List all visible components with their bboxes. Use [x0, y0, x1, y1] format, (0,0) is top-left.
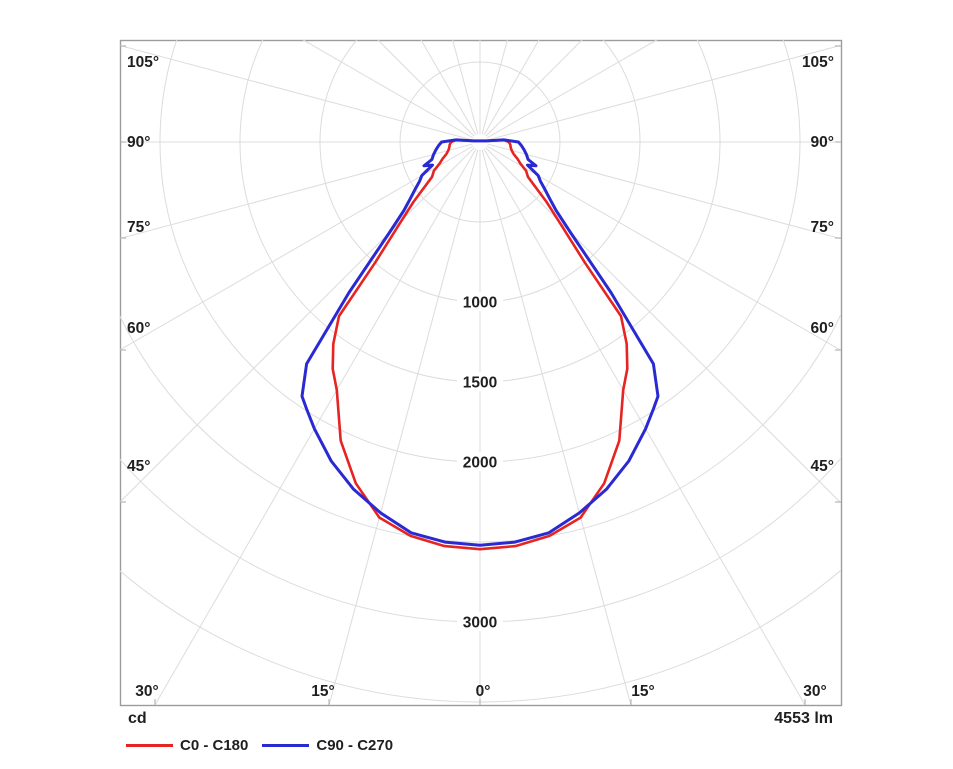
legend-label-c90-c270: C90 - C270	[316, 737, 394, 754]
legend-swatch-c90-c270	[262, 744, 310, 747]
svg-text:1500: 1500	[463, 375, 497, 392]
legend-swatch-c0-c180	[126, 744, 173, 747]
svg-text:0°: 0°	[476, 683, 491, 700]
legend-item-c90-c270: C90 - C270	[262, 737, 393, 754]
unit-label: cd	[128, 710, 147, 727]
svg-text:45°: 45°	[811, 458, 834, 475]
svg-text:60°: 60°	[127, 320, 150, 337]
svg-text:15°: 15°	[311, 683, 334, 700]
svg-text:30°: 30°	[803, 683, 826, 700]
svg-text:2000: 2000	[463, 455, 497, 472]
frame-ticks	[120, 45, 841, 705]
svg-text:1000: 1000	[463, 295, 497, 312]
ring-labels: 1000 1500 2000 3000	[457, 292, 503, 632]
svg-text:15°: 15°	[631, 683, 654, 700]
legend: C0 - C180 C90 - C270	[126, 737, 393, 754]
svg-text:105°: 105°	[127, 54, 159, 71]
svg-text:90°: 90°	[811, 134, 834, 151]
svg-text:75°: 75°	[127, 219, 150, 236]
svg-text:45°: 45°	[127, 458, 150, 475]
legend-item-c0-c180: C0 - C180	[126, 737, 248, 754]
angle-labels: 105° 90° 75° 60° 45° 105° 90° 75° 60° 45° 30° 15° 0°…	[127, 54, 834, 700]
curve-c0-c180	[331, 138, 629, 551]
curve-c90-c270	[300, 138, 660, 547]
svg-text:75°: 75°	[811, 219, 834, 236]
svg-text:105°: 105°	[802, 54, 834, 71]
svg-text:3000: 3000	[463, 615, 497, 632]
luminous-flux-label: 4553 lm	[774, 710, 833, 727]
legend-label-c0-c180: C0 - C180	[180, 737, 249, 754]
svg-text:90°: 90°	[127, 134, 150, 151]
svg-text:60°: 60°	[811, 320, 834, 337]
svg-text:30°: 30°	[135, 683, 158, 700]
